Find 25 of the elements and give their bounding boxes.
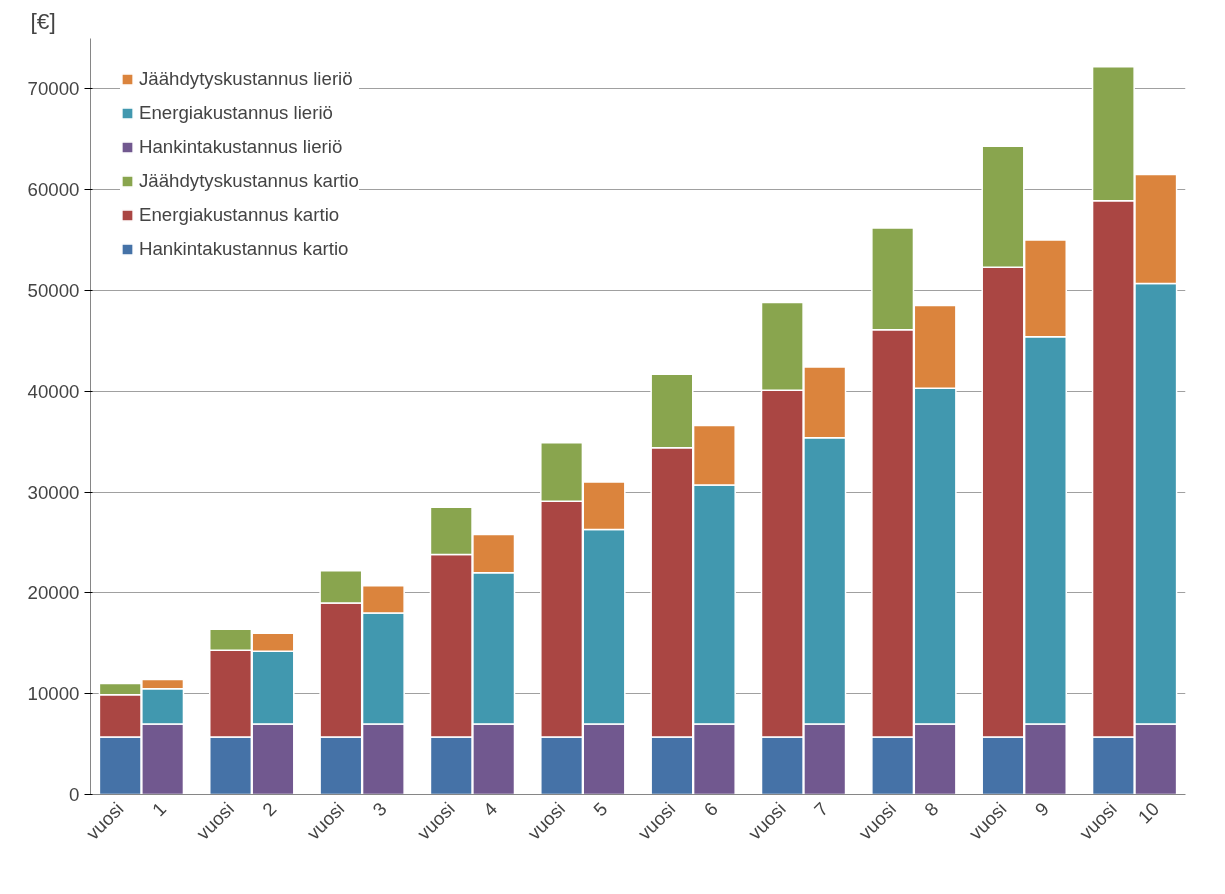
x-tick-label: 8 bbox=[920, 798, 943, 821]
y-tick-label: 20000 bbox=[27, 582, 80, 604]
y-tick-label: 30000 bbox=[27, 481, 80, 503]
y-tick-label: 10000 bbox=[27, 683, 80, 705]
legend-label: Hankintakustannus kartio bbox=[139, 238, 349, 260]
y-tick-label: 60000 bbox=[27, 179, 80, 201]
legend-label: Energiakustannus lieriö bbox=[139, 102, 333, 124]
x-tick-label: 3 bbox=[368, 798, 391, 821]
legend-label: Energiakustannus kartio bbox=[139, 204, 340, 226]
x-tick-label: 4 bbox=[478, 798, 502, 821]
x-tick-label: 10 bbox=[1133, 798, 1164, 828]
x-tick-label: 2 bbox=[258, 798, 281, 821]
x-tick-label: 5 bbox=[589, 798, 612, 821]
legend-label: Jäähdytyskustannus kartio bbox=[139, 170, 359, 192]
x-tick-label: 6 bbox=[699, 798, 722, 821]
y-tick-label: 50000 bbox=[27, 280, 80, 301]
legend-label: Jäähdytyskustannus lieriö bbox=[139, 68, 353, 90]
y-tick-label: 0 bbox=[69, 784, 80, 805]
x-tick-label: 9 bbox=[1030, 798, 1053, 821]
x-tick-label: 1 bbox=[147, 798, 171, 821]
legend-label: Hankintakustannus lieriö bbox=[139, 136, 343, 158]
y-axis-title: [€] bbox=[30, 7, 56, 34]
y-tick-label: 70000 bbox=[27, 78, 80, 100]
y-tick-label: 40000 bbox=[27, 380, 80, 402]
x-tick-label: 7 bbox=[809, 798, 833, 821]
